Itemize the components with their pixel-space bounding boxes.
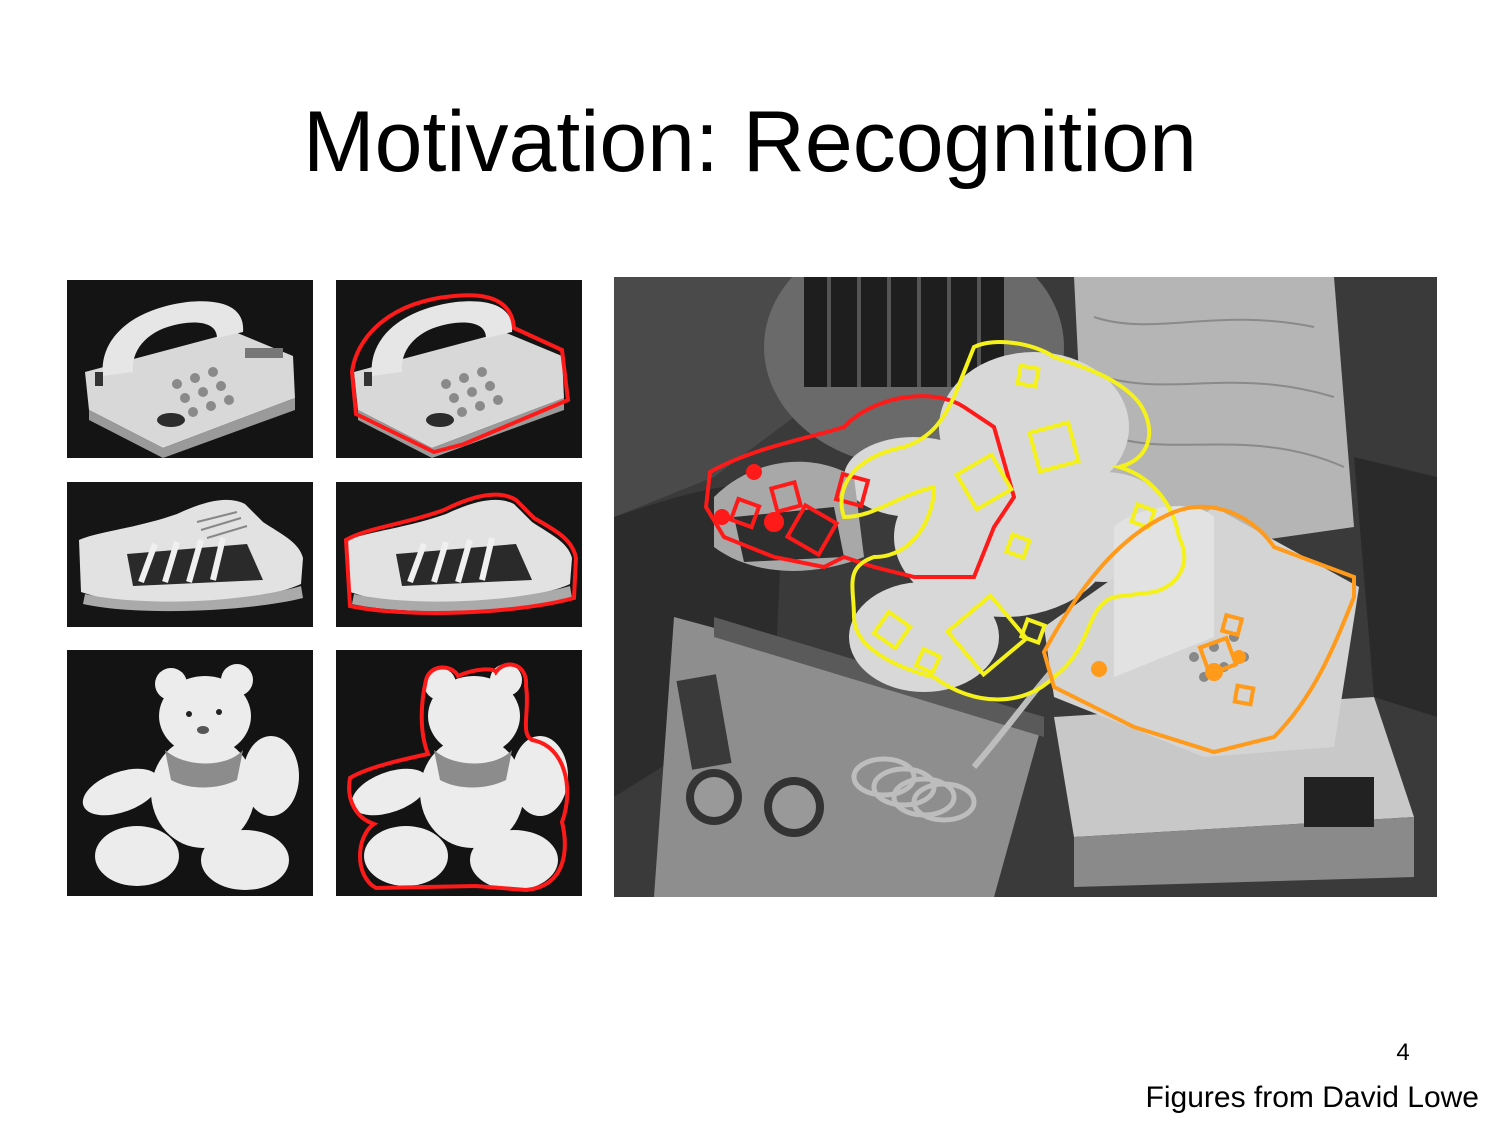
telephone-photo bbox=[67, 280, 313, 458]
model-image-sneaker bbox=[67, 482, 313, 627]
page-number: 4 bbox=[1396, 1039, 1410, 1066]
teddy-bear-photo bbox=[67, 650, 313, 896]
sneaker-outline bbox=[343, 492, 579, 615]
sneaker-outlined-photo bbox=[336, 482, 582, 627]
slide-title: Motivation: Recognition bbox=[303, 94, 1197, 190]
sneaker-photo bbox=[67, 482, 313, 627]
model-outline-teddy-bear bbox=[336, 650, 582, 896]
detection-sneaker bbox=[703, 394, 1017, 579]
teddy-bear-outlined-photo bbox=[336, 650, 582, 896]
detection-teddy-bear bbox=[839, 340, 1187, 702]
scene-photo bbox=[614, 277, 1437, 897]
telephone-outline bbox=[349, 293, 571, 455]
model-outline-sneaker bbox=[336, 482, 582, 627]
telephone-outlined-photo bbox=[336, 280, 582, 458]
teddy-bear-outline bbox=[347, 662, 570, 893]
model-image-telephone bbox=[67, 280, 313, 458]
model-image-teddy-bear bbox=[67, 650, 313, 896]
detection-telephone bbox=[1041, 504, 1356, 755]
recognition-scene-image bbox=[614, 277, 1437, 897]
figure-credit: Figures from David Lowe bbox=[1145, 1081, 1479, 1114]
model-outline-telephone bbox=[336, 280, 582, 458]
